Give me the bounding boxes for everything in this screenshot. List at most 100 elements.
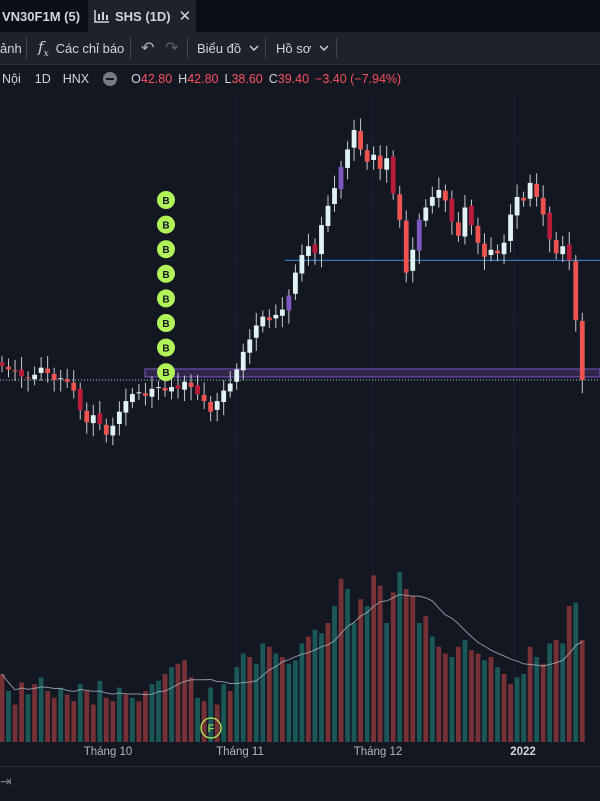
bottom-toolbar: ⇥ [0, 766, 600, 801]
volume-bar [6, 691, 11, 742]
candle-body [312, 244, 318, 254]
buy-signals: B B B B B B B B [157, 191, 175, 382]
candle-body [442, 190, 448, 201]
volume-bar [253, 663, 259, 742]
candle-body [319, 225, 324, 255]
volume-bar [429, 636, 435, 742]
volume-bar [227, 691, 233, 742]
volume-bar [214, 704, 220, 742]
volume-bar [123, 694, 129, 742]
volume-bar [149, 684, 155, 742]
close-icon[interactable]: ✕ [178, 8, 192, 25]
volume-bar [84, 691, 90, 742]
alert-label: ảnh [0, 40, 22, 56]
indicators-button[interactable]: fx Các chỉ báo [38, 32, 124, 64]
candle-body [514, 196, 520, 216]
candle-body [260, 316, 266, 327]
undo-icon[interactable]: ↶ [141, 40, 155, 57]
candle-body [221, 390, 227, 402]
volume-bar [32, 684, 37, 742]
tab-bar: VN30F1M (5) SHS (1D) ✕ [0, 0, 600, 32]
candle-body [149, 388, 155, 397]
volume-bar [442, 653, 448, 742]
tab-vn30f1m[interactable]: VN30F1M (5) [0, 0, 90, 32]
candle-body [58, 378, 64, 380]
volume-bar [547, 643, 553, 742]
candle-body [64, 379, 70, 382]
candle-body [345, 149, 350, 168]
volume-bar [234, 667, 240, 742]
toolbar-divider [265, 38, 266, 58]
volume-bar [38, 677, 44, 742]
volume-bar [540, 663, 546, 742]
candle-body [273, 314, 279, 319]
alert-button[interactable]: ảnh [0, 32, 22, 64]
volume-bar [0, 674, 5, 742]
candle-body [462, 207, 468, 237]
volume-bar [345, 589, 350, 742]
candle-body [566, 244, 572, 261]
buy-signal-badge [157, 289, 175, 308]
goto-date-icon[interactable]: ⇥ [0, 773, 12, 789]
volume-bar [482, 660, 487, 742]
candle-body [156, 387, 161, 389]
x-tick-label: Tháng 11 [216, 746, 264, 758]
volume-bar [508, 684, 513, 742]
redo-icon[interactable]: ↷ [165, 40, 179, 57]
buy-signal-badge [157, 363, 175, 382]
candle-body [325, 205, 331, 226]
fundamental-marker-circle [200, 717, 222, 739]
volume-bar [501, 674, 507, 742]
change-value: −3.40 (−7.94%) [315, 72, 402, 86]
candle-body [188, 382, 194, 388]
candle-body [416, 219, 422, 251]
buy-signal-label: B [162, 294, 169, 305]
volume-bar [51, 697, 57, 742]
candle-body [579, 321, 585, 380]
candle-body [240, 351, 246, 371]
volume-bar [299, 643, 305, 742]
volume-bar [358, 599, 363, 742]
tab-shs[interactable]: SHS (1D) ✕ [88, 0, 196, 32]
candle-body [332, 188, 337, 204]
candle-body [136, 392, 142, 394]
candle-body [51, 373, 57, 380]
close-value: 39.40 [277, 72, 310, 86]
volume-bar [12, 704, 18, 742]
buy-signal-label: B [162, 221, 169, 232]
volume-bar [116, 687, 122, 742]
toolbar-divider [26, 38, 27, 58]
volume-bar [143, 691, 148, 742]
volume-bar [521, 674, 526, 742]
visibility-toggle-icon[interactable] [103, 72, 118, 86]
candle-body [169, 387, 174, 392]
profile-button[interactable]: Hồ sơ [276, 32, 329, 64]
candle-body [436, 189, 442, 198]
candle-body [410, 249, 416, 271]
volume-bar [560, 643, 566, 742]
buy-signal-badge [157, 191, 175, 209]
candle-body [384, 158, 390, 170]
volume-bar [573, 602, 579, 742]
buy-signal-badge [157, 314, 175, 332]
volume-bar [566, 606, 572, 742]
candle-body [403, 220, 409, 273]
volume-bar [293, 660, 298, 742]
candle-body [110, 425, 116, 436]
volume-bar [514, 677, 520, 742]
candle-body [103, 424, 109, 435]
volume-bar [71, 701, 77, 742]
candle-body [45, 368, 51, 373]
chevron-down-icon [319, 45, 329, 51]
buy-signal-label: B [162, 368, 169, 379]
candle-body [162, 387, 168, 391]
buy-signal-label: B [162, 245, 169, 256]
volume-bar [364, 606, 370, 742]
volume-bar [436, 646, 442, 742]
chart-type-button[interactable]: Biểu đồ [197, 32, 259, 64]
price-chart[interactable]: B B B B B B B B F [0, 96, 600, 742]
candle-body [456, 222, 461, 236]
volume-bar [162, 674, 168, 742]
volume-bar [332, 606, 337, 742]
candle-body [12, 370, 18, 372]
